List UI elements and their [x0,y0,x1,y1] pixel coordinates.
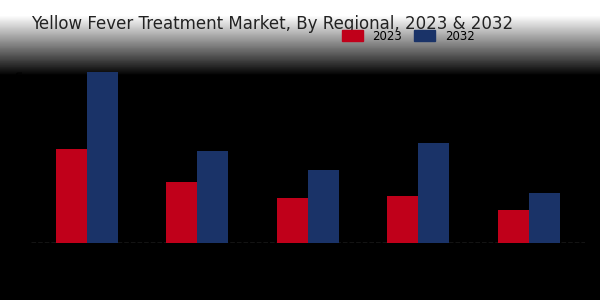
Bar [197,151,228,243]
Bar [418,143,449,243]
Legend: 2023, 2032: 2023, 2032 [337,25,479,47]
Bar [498,210,529,243]
Bar [166,182,197,243]
Bar [277,198,308,243]
Bar [529,194,560,243]
Bar [388,196,418,243]
Text: 80.0: 80.0 [42,137,65,147]
Bar [308,170,339,243]
Bar [87,72,118,243]
Y-axis label: Market Size in USD Million: Market Size in USD Million [15,70,25,216]
Text: Yellow Fever Treatment Market, By Regional, 2023 & 2032: Yellow Fever Treatment Market, By Region… [31,15,512,33]
Bar [56,149,87,243]
